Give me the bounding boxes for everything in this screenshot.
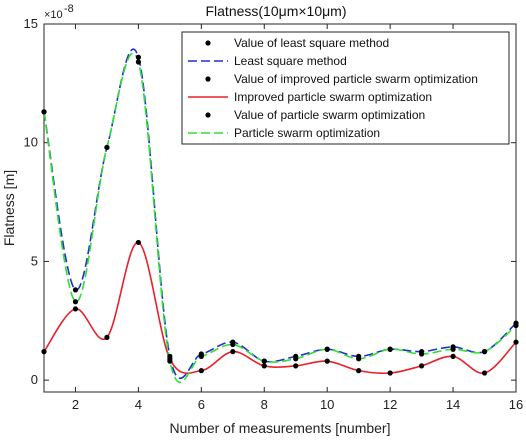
- legend-entry: Value of least square method: [234, 36, 389, 50]
- legend-entry: Value of particle swarm optimization: [234, 108, 425, 122]
- data-point-value-of-least-square-method: [72, 287, 79, 293]
- legend: Value of least square method Least square…: [181, 31, 510, 145]
- x-tick-label: 14: [446, 397, 460, 412]
- y-tick-label: 10: [24, 135, 38, 150]
- data-point-value-of-particle-swarm-optimization: [230, 341, 236, 348]
- legend-marker: [205, 76, 211, 82]
- legend-entry: Particle swarm optimization: [234, 126, 380, 140]
- legend-marker: [205, 40, 211, 46]
- data-point-value-of-particle-swarm-optimization: [419, 351, 425, 357]
- legend-entry: Improved particle swarm optimization: [234, 90, 432, 104]
- data-point-value-of-particle-swarm-optimization: [261, 358, 267, 364]
- data-point-value-of-particle-swarm-optimization: [481, 349, 488, 355]
- data-point-value-of-improved-particle-swarm-optimization: [324, 358, 330, 364]
- data-point-value-of-improved-particle-swarm-optimization: [198, 368, 204, 374]
- data-point-value-of-particle-swarm-optimization: [104, 144, 110, 151]
- chart-title: Flatness(10μm×10μm): [205, 3, 346, 19]
- data-point-value-of-improved-particle-swarm-optimization: [41, 349, 47, 355]
- x-tick-label: 2: [72, 397, 79, 412]
- x-tick-label: 8: [261, 397, 268, 412]
- x-tick-label: 10: [320, 397, 334, 412]
- x-tick-label: 4: [135, 397, 142, 412]
- data-point-value-of-improved-particle-swarm-optimization: [419, 363, 425, 369]
- legend-entry: Least square method: [234, 54, 347, 68]
- x-axis: 2 4 6 8 10 12 14 16: [72, 24, 523, 412]
- data-point-value-of-improved-particle-swarm-optimization: [72, 306, 79, 312]
- data-point-value-of-particle-swarm-optimization: [135, 59, 141, 65]
- data-point-value-of-particle-swarm-optimization: [387, 346, 393, 352]
- data-point-value-of-improved-particle-swarm-optimization: [450, 353, 456, 359]
- data-point-value-of-improved-particle-swarm-optimization: [135, 239, 141, 246]
- legend-entry: Value of improved particle swarm optimiz…: [234, 72, 478, 86]
- data-point-value-of-improved-particle-swarm-optimization: [293, 363, 299, 369]
- data-point-value-of-least-square-method: [135, 54, 141, 60]
- legend-marker: [205, 112, 211, 118]
- data-point-value-of-improved-particle-swarm-optimization: [261, 363, 267, 369]
- y-exponent-base: ×10: [44, 9, 63, 21]
- x-axis-title: Number of measurements [number]: [170, 420, 391, 436]
- y-exponent-power: -8: [64, 3, 74, 15]
- data-point-value-of-particle-swarm-optimization: [356, 356, 362, 362]
- data-point-value-of-improved-particle-swarm-optimization: [481, 370, 488, 376]
- data-point-value-of-particle-swarm-optimization: [167, 358, 173, 364]
- legend-box: [181, 31, 510, 145]
- x-tick-label: 6: [198, 397, 205, 412]
- data-point-value-of-particle-swarm-optimization: [41, 109, 47, 115]
- data-point-value-of-particle-swarm-optimization: [450, 346, 456, 352]
- data-point-value-of-improved-particle-swarm-optimization: [356, 368, 362, 374]
- y-axis: 0 5 10 15: [24, 16, 516, 387]
- series-layer: [41, 48, 519, 383]
- x-tick-label: 12: [383, 397, 397, 412]
- data-point-value-of-improved-particle-swarm-optimization: [104, 334, 110, 340]
- data-point-value-of-improved-particle-swarm-optimization: [513, 339, 519, 345]
- y-tick-label: 5: [31, 253, 38, 268]
- data-point-value-of-particle-swarm-optimization: [293, 356, 299, 362]
- y-axis-title: Flatness [m]: [1, 170, 17, 246]
- y-tick-label: 0: [31, 372, 38, 387]
- y-tick-label: 15: [24, 16, 38, 31]
- data-point-value-of-improved-particle-swarm-optimization: [230, 349, 236, 355]
- data-point-value-of-particle-swarm-optimization: [324, 346, 330, 352]
- data-point-value-of-particle-swarm-optimization: [513, 322, 519, 329]
- x-tick-label: 16: [509, 397, 523, 412]
- data-point-value-of-improved-particle-swarm-optimization: [387, 370, 393, 376]
- data-point-value-of-particle-swarm-optimization: [198, 353, 204, 359]
- data-point-value-of-particle-swarm-optimization: [72, 299, 79, 305]
